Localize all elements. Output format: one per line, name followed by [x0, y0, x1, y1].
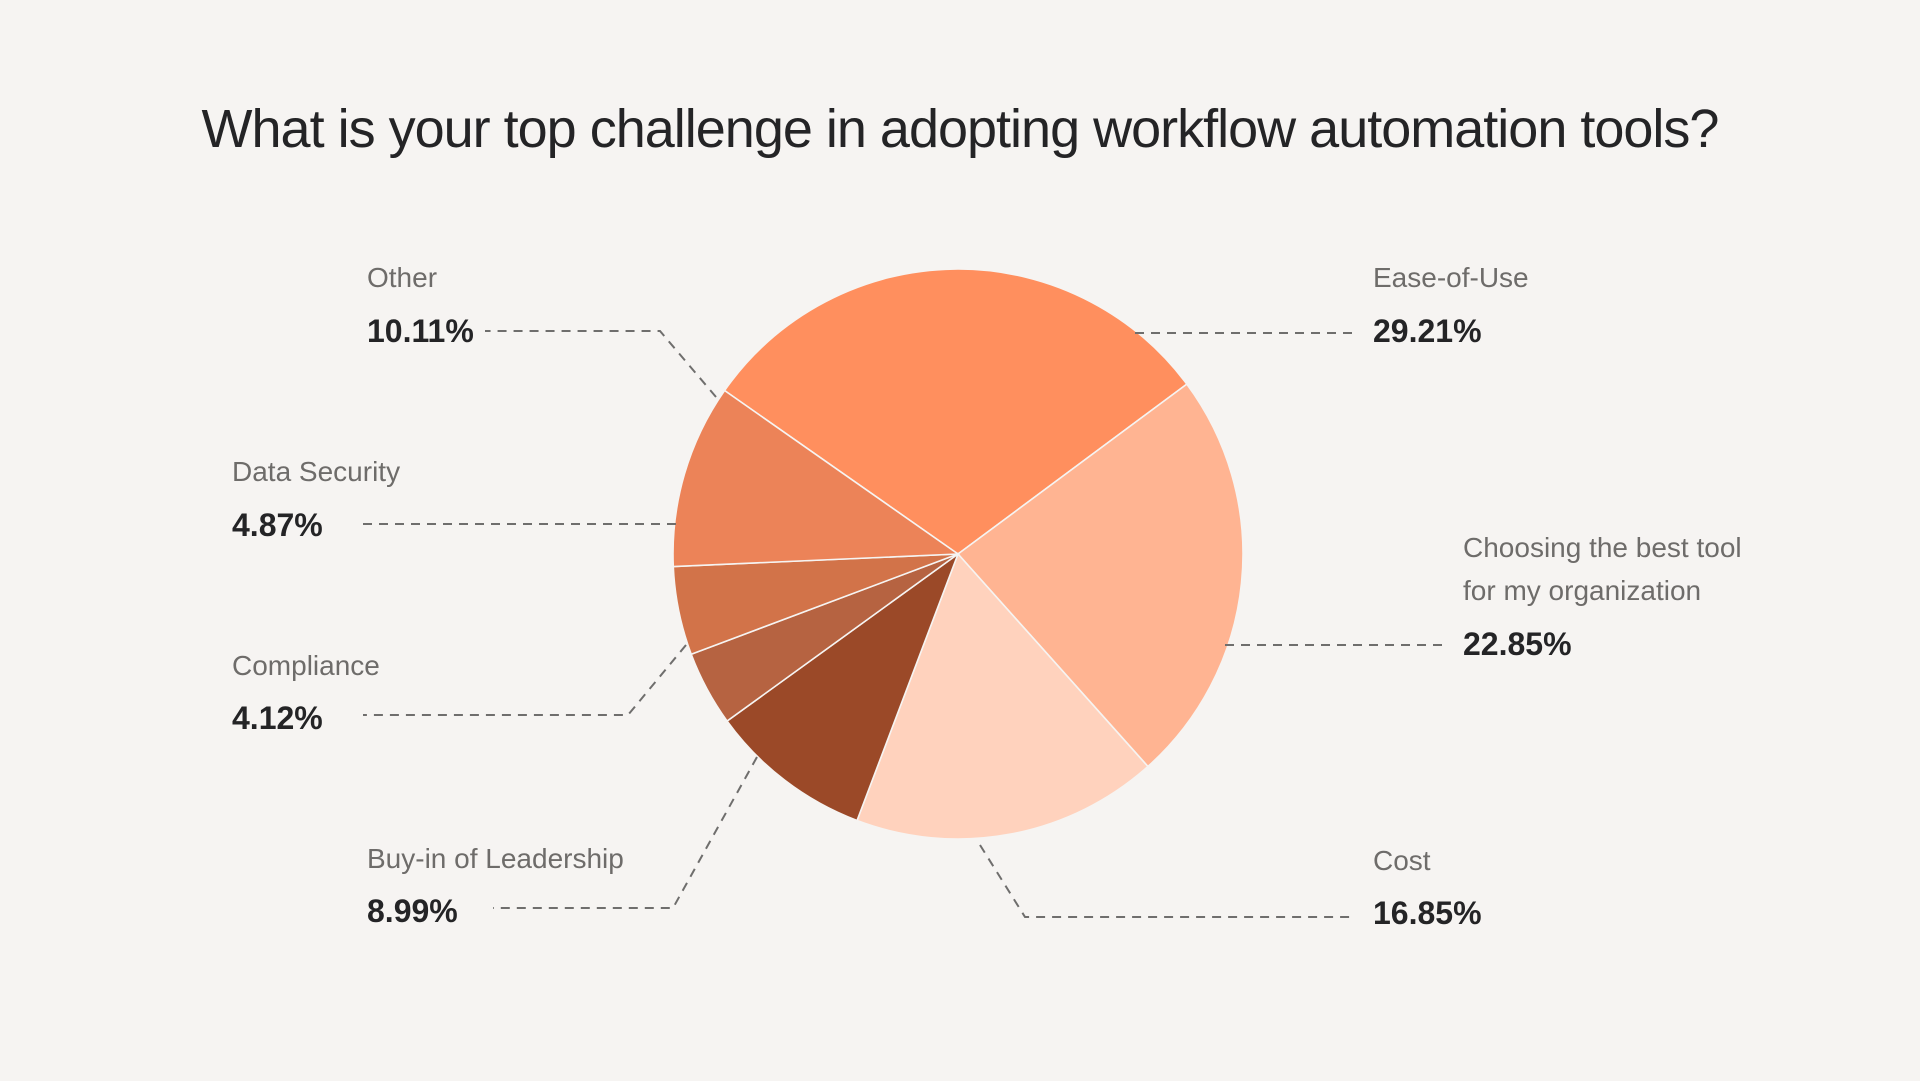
category-label-buyin: Buy-in of Leadership	[367, 843, 624, 874]
category-label-ease: Ease-of-Use	[1373, 262, 1529, 293]
leader-line-cost	[979, 844, 1352, 918]
pie-slice-buyin	[725, 551, 960, 822]
value-label-ease: 29.21%	[1373, 313, 1482, 349]
category-label-other: Other	[367, 262, 437, 293]
value-label-other: 10.11%	[367, 313, 474, 349]
category-label-choose: Choosing the best tool for my organizatio…	[1463, 532, 1742, 606]
value-label-compliance: 4.12%	[232, 700, 323, 736]
value-label-buyin: 8.99%	[367, 893, 458, 929]
leader-line-buyin	[493, 756, 758, 909]
category-label-compliance: Compliance	[232, 650, 380, 681]
category-label-cost: Cost	[1373, 845, 1431, 876]
value-label-choose: 22.85%	[1463, 626, 1572, 662]
value-label-security: 4.87%	[232, 507, 323, 543]
pie-slice-cost	[855, 552, 1150, 840]
value-label-cost: 16.85%	[1373, 895, 1482, 931]
chart-title: What is your top challenge in adopting w…	[201, 99, 1720, 159]
leader-line-other	[485, 330, 717, 398]
category-label-security: Data Security	[232, 456, 400, 487]
pie-slice-choose	[956, 382, 1244, 768]
leader-line-compliance	[363, 644, 687, 716]
pie-slice-other	[672, 389, 961, 568]
